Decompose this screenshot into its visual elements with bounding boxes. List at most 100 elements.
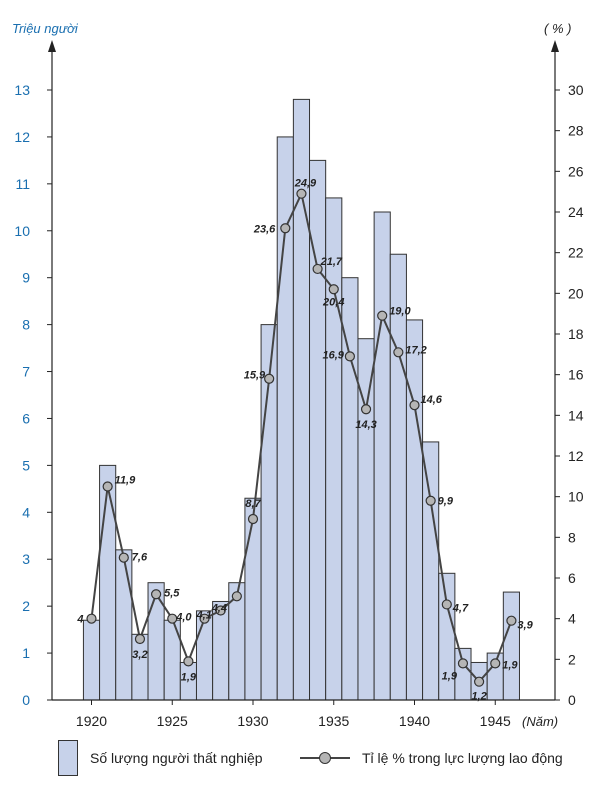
x-tick-label: 1940 — [399, 713, 430, 729]
rate-point — [393, 347, 404, 358]
rate-data-label: 4 — [76, 614, 83, 626]
rate-data-label: 1,9 — [181, 671, 197, 683]
rate-data-label: 21,7 — [320, 256, 343, 268]
bar — [115, 549, 133, 701]
rate-data-label: 23,6 — [253, 223, 276, 235]
rate-point — [167, 613, 178, 624]
right-tick-label: 10 — [568, 489, 584, 505]
rate-point — [134, 633, 146, 645]
left-tick-label: 1 — [22, 645, 30, 661]
rate-data-label: 8,7 — [245, 498, 261, 510]
legend-bar-label: Số lượng người thất nghiệp — [90, 750, 263, 766]
rate-data-label: 17,2 — [405, 344, 426, 356]
x-tick-label: 1935 — [318, 713, 349, 729]
rate-data-label: 1,9 — [502, 659, 518, 671]
rate-point — [264, 373, 275, 384]
rate-point — [247, 513, 259, 525]
rate-data-label: 20,4 — [322, 296, 344, 308]
rate-point — [377, 310, 388, 321]
rate-data-label: 4,1 — [196, 610, 212, 622]
left-tick-label: 0 — [22, 692, 30, 708]
legend-bar: Số lượng người thất nghiệp — [58, 738, 263, 778]
rate-point — [183, 656, 194, 667]
bar — [502, 591, 520, 701]
right-tick-label: 12 — [568, 448, 584, 464]
bar — [389, 253, 407, 701]
x-tick-label: 1945 — [480, 713, 511, 729]
bar — [373, 211, 391, 701]
right-tick-label: 22 — [568, 245, 584, 261]
right-tick-label: 4 — [568, 611, 576, 627]
bar — [454, 647, 472, 701]
x-tick-label: 1930 — [237, 713, 268, 729]
left-axis-arrow — [48, 40, 56, 52]
rate-point — [296, 188, 307, 199]
x-tick-label: 1925 — [157, 713, 188, 729]
rate-data-label: 5,5 — [164, 587, 180, 599]
right-tick-label: 30 — [568, 82, 584, 98]
rate-point — [199, 613, 210, 624]
rate-data-label: 1,2 — [471, 691, 486, 703]
bar — [405, 319, 424, 701]
rate-data-label: 16,9 — [322, 349, 344, 361]
left-axis-label: Triệu người — [12, 21, 79, 36]
legend-bar-swatch — [58, 740, 78, 776]
right-tick-label: 6 — [568, 570, 576, 586]
rate-point — [490, 658, 501, 669]
rate-data-label: 1,9 — [442, 670, 458, 682]
left-tick-label: 3 — [22, 551, 30, 567]
rate-data-label: 9,9 — [438, 496, 454, 508]
rate-point — [151, 589, 162, 600]
x-tick-label: 1920 — [76, 713, 107, 729]
bar — [195, 610, 214, 701]
right-tick-label: 2 — [568, 651, 576, 667]
right-tick-label: 28 — [568, 123, 584, 139]
legend-line: Tỉ lệ % trong lực lượng lao động — [300, 738, 563, 778]
left-tick-label: 12 — [14, 129, 30, 145]
legend-line-swatch — [300, 752, 350, 764]
rate-point — [344, 351, 355, 362]
rate-point — [86, 613, 97, 624]
left-tick-label: 8 — [22, 317, 30, 333]
left-tick-label: 13 — [14, 82, 30, 98]
bar — [276, 136, 294, 701]
rate-point — [425, 495, 436, 506]
x-axis-label: (Năm) — [522, 714, 558, 729]
left-tick-label: 10 — [14, 223, 30, 239]
rate-point — [231, 591, 242, 602]
rate-data-label: 15,9 — [244, 370, 266, 382]
right-axis-arrow — [551, 40, 559, 52]
right-tick-label: 8 — [568, 529, 576, 545]
bar — [147, 582, 165, 701]
rate-point — [441, 599, 452, 610]
bar — [212, 600, 230, 701]
rate-point — [409, 400, 420, 411]
right-tick-label: 0 — [568, 692, 576, 708]
left-tick-label: 7 — [22, 364, 30, 380]
bar — [244, 497, 262, 701]
right-tick-label: 18 — [568, 326, 584, 342]
bar — [422, 441, 440, 701]
bar — [325, 197, 343, 701]
bar — [82, 619, 101, 701]
rate-point — [474, 676, 485, 687]
bar — [341, 277, 359, 701]
rate-point — [312, 263, 323, 275]
left-tick-label: 5 — [22, 457, 30, 473]
rate-data-label: 11,9 — [115, 475, 136, 487]
right-tick-label: 26 — [568, 163, 584, 179]
rate-data-label: 4,7 — [452, 602, 469, 614]
right-tick-label: 20 — [568, 285, 584, 301]
rate-point — [102, 481, 113, 492]
left-tick-label: 11 — [15, 176, 30, 192]
rate-point — [506, 615, 517, 626]
rate-point — [215, 605, 226, 616]
left-tick-label: 4 — [22, 504, 30, 520]
bar — [99, 464, 117, 701]
left-tick-label: 9 — [22, 270, 30, 286]
rate-data-label: 4,0 — [175, 612, 192, 624]
left-tick-label: 2 — [22, 598, 30, 614]
rate-data-label: 14,3 — [355, 419, 376, 431]
right-tick-label: 24 — [568, 204, 584, 220]
right-tick-label: 16 — [568, 367, 584, 383]
